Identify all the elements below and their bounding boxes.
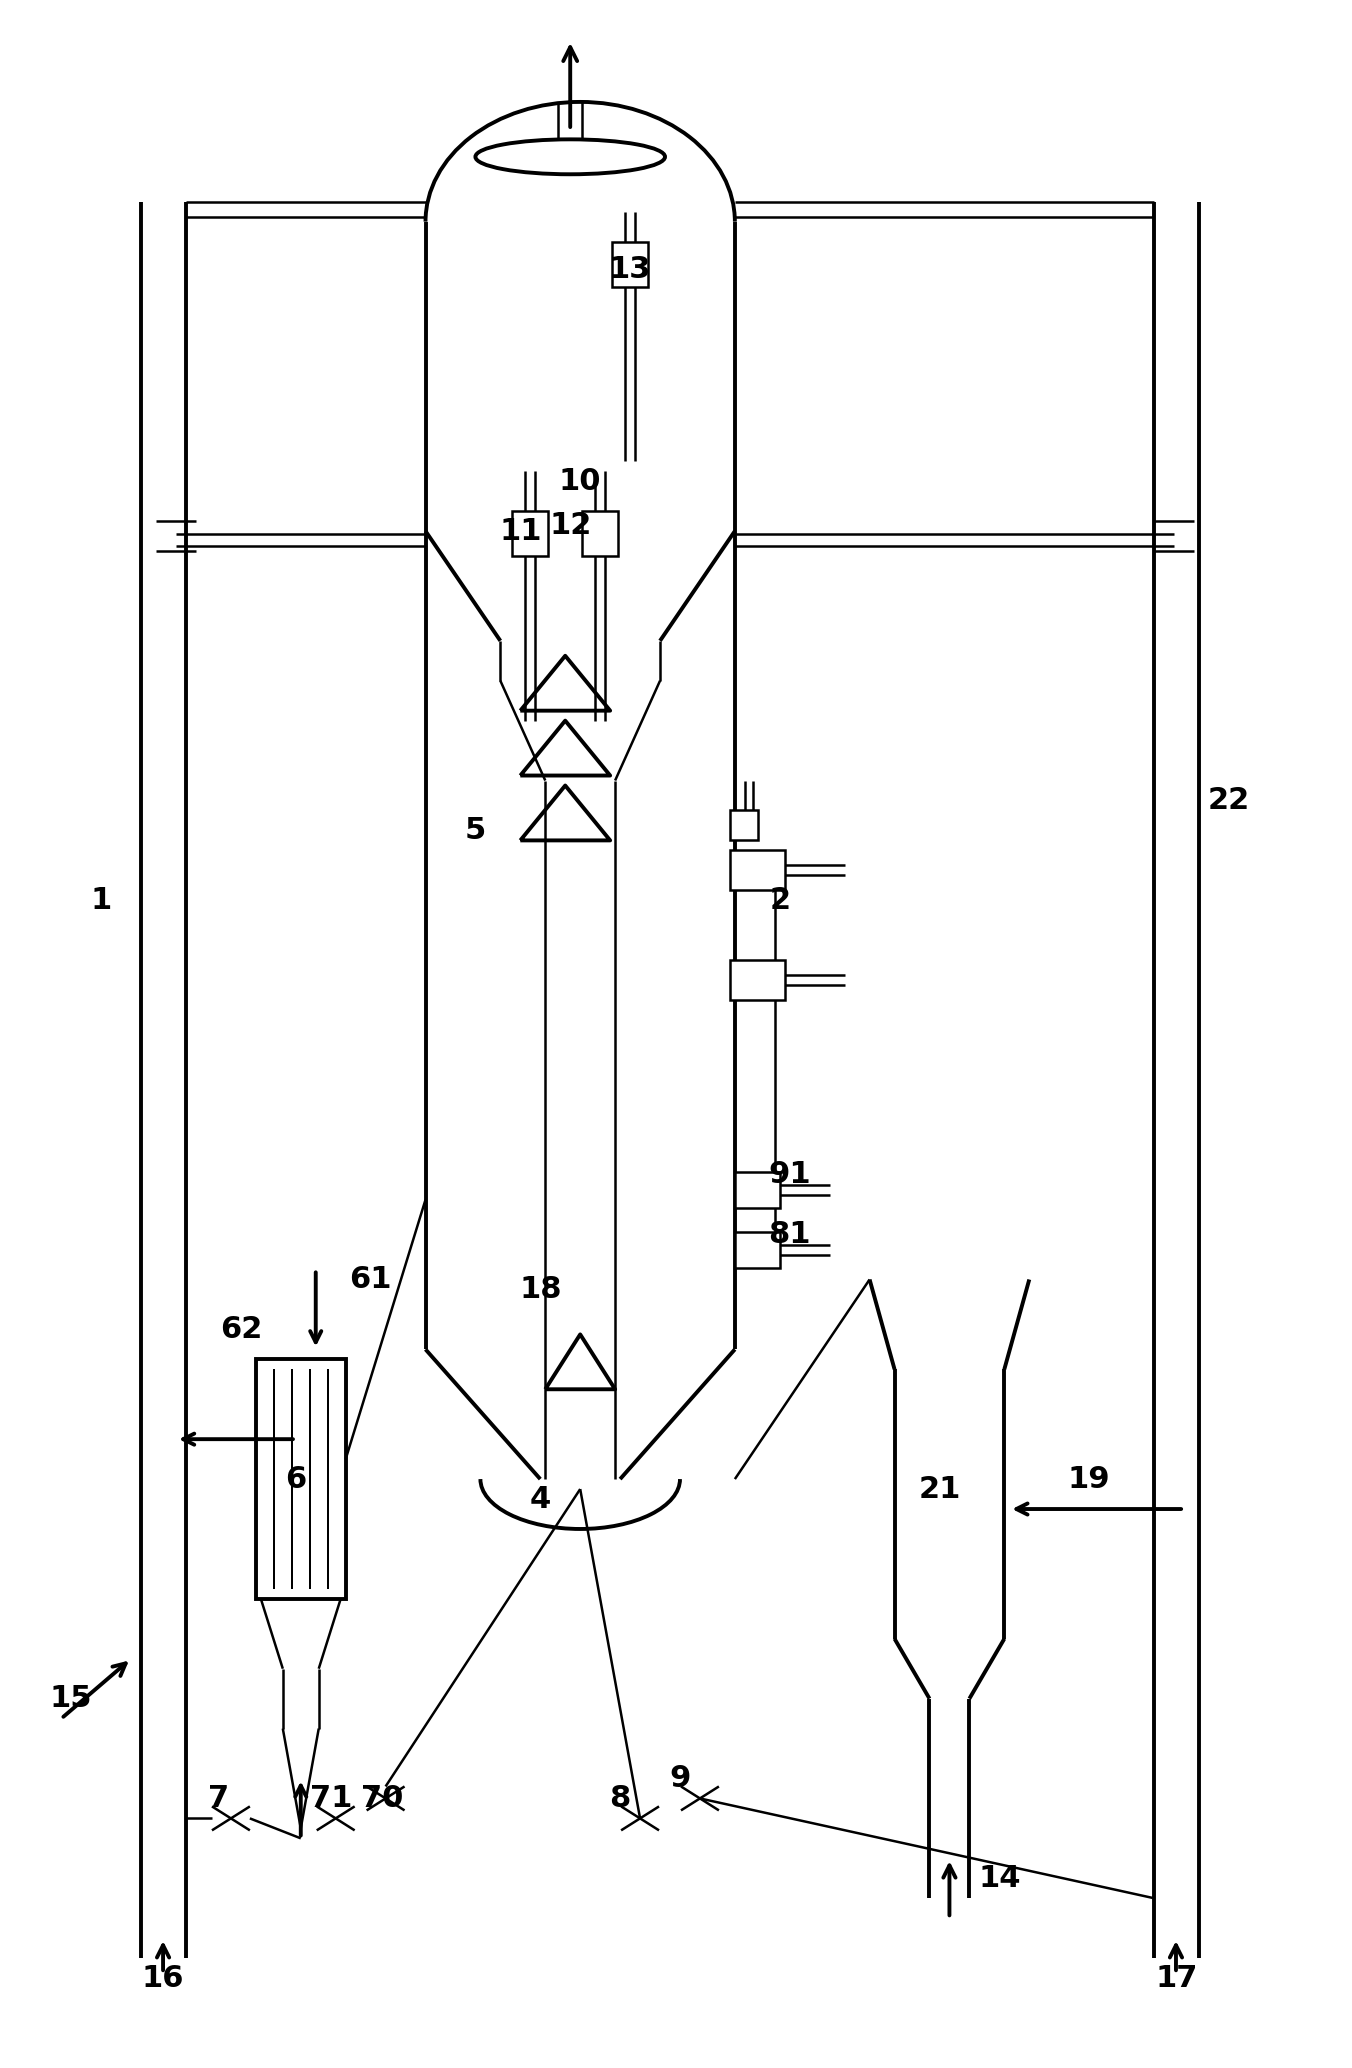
Text: 62: 62 xyxy=(220,1315,262,1344)
Text: 2: 2 xyxy=(769,885,791,914)
Text: 7: 7 xyxy=(208,1785,230,1814)
Text: 12: 12 xyxy=(549,511,591,540)
Text: 22: 22 xyxy=(1207,786,1251,815)
Text: 9: 9 xyxy=(669,1764,691,1793)
Text: 16: 16 xyxy=(142,1963,184,1994)
Bar xyxy=(583,511,618,556)
Text: 5: 5 xyxy=(465,817,485,846)
Text: 17: 17 xyxy=(1156,1963,1198,1994)
Bar xyxy=(256,1359,346,1599)
Text: 18: 18 xyxy=(519,1276,561,1305)
Text: 4: 4 xyxy=(530,1485,550,1514)
Text: 61: 61 xyxy=(349,1266,392,1295)
Bar xyxy=(730,811,758,840)
Text: 6: 6 xyxy=(285,1464,307,1493)
Bar xyxy=(512,511,549,556)
Bar xyxy=(735,1173,780,1208)
Text: 81: 81 xyxy=(768,1220,811,1249)
Text: 10: 10 xyxy=(558,467,602,496)
Text: 1: 1 xyxy=(91,885,112,914)
Text: 13: 13 xyxy=(608,254,652,283)
Bar xyxy=(735,1233,780,1268)
Text: 8: 8 xyxy=(610,1785,631,1814)
Bar xyxy=(730,850,784,891)
Text: 91: 91 xyxy=(768,1160,811,1189)
Text: 21: 21 xyxy=(918,1474,961,1503)
Text: 70: 70 xyxy=(361,1785,404,1814)
Text: 71: 71 xyxy=(310,1785,352,1814)
Bar xyxy=(612,242,648,287)
Text: 15: 15 xyxy=(50,1683,92,1712)
Text: 14: 14 xyxy=(977,1863,1021,1892)
Bar xyxy=(730,960,784,1001)
Text: 19: 19 xyxy=(1068,1464,1110,1493)
Text: 11: 11 xyxy=(499,517,542,546)
